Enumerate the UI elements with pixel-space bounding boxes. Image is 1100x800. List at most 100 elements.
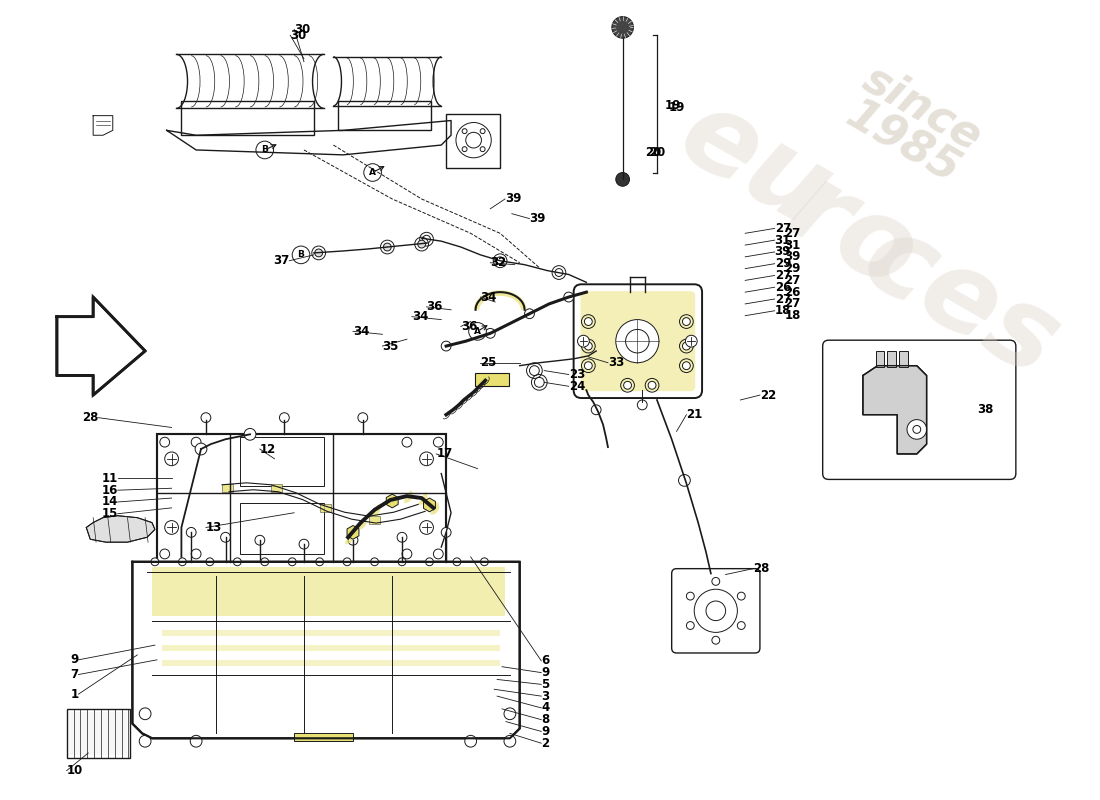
Text: 9: 9 xyxy=(541,666,550,679)
Polygon shape xyxy=(86,516,155,542)
Text: 25: 25 xyxy=(481,356,497,370)
Text: 23: 23 xyxy=(569,368,585,381)
Circle shape xyxy=(195,443,207,455)
Circle shape xyxy=(637,400,647,410)
Circle shape xyxy=(712,636,719,644)
Text: 26: 26 xyxy=(784,286,801,298)
Text: eu: eu xyxy=(661,80,849,250)
Bar xyxy=(294,734,353,742)
Text: B: B xyxy=(262,146,268,154)
Circle shape xyxy=(371,558,378,566)
Bar xyxy=(240,503,323,554)
Circle shape xyxy=(737,592,745,600)
Circle shape xyxy=(556,269,563,277)
Bar xyxy=(339,101,431,130)
Text: 36: 36 xyxy=(427,300,443,314)
Circle shape xyxy=(465,735,476,747)
Text: 17: 17 xyxy=(437,447,452,461)
Circle shape xyxy=(592,405,601,414)
Text: 30: 30 xyxy=(294,23,310,36)
Circle shape xyxy=(706,601,726,621)
Text: 24: 24 xyxy=(569,380,585,393)
Circle shape xyxy=(908,420,926,439)
Text: 27: 27 xyxy=(774,293,791,306)
Text: 2: 2 xyxy=(541,737,549,750)
Text: 19: 19 xyxy=(669,102,685,114)
Bar xyxy=(68,712,128,755)
Text: 31: 31 xyxy=(774,234,791,246)
Circle shape xyxy=(682,362,691,370)
Circle shape xyxy=(398,558,406,566)
Text: 10: 10 xyxy=(67,764,82,777)
Circle shape xyxy=(160,438,169,447)
Text: 26: 26 xyxy=(774,281,791,294)
Circle shape xyxy=(299,539,309,549)
Circle shape xyxy=(441,527,451,538)
Text: 14: 14 xyxy=(101,495,118,509)
Text: 11: 11 xyxy=(101,472,118,485)
Circle shape xyxy=(343,558,351,566)
Text: 38: 38 xyxy=(977,403,993,416)
Text: 27: 27 xyxy=(774,269,791,282)
Circle shape xyxy=(529,366,539,375)
Text: 27: 27 xyxy=(784,298,801,310)
Circle shape xyxy=(616,319,659,362)
Circle shape xyxy=(584,362,592,370)
Circle shape xyxy=(462,146,468,152)
Text: 28: 28 xyxy=(81,411,98,424)
Circle shape xyxy=(233,558,241,566)
Circle shape xyxy=(456,122,492,158)
Circle shape xyxy=(462,129,468,134)
Circle shape xyxy=(402,438,411,447)
Circle shape xyxy=(279,413,289,422)
Circle shape xyxy=(685,335,697,347)
Bar xyxy=(474,373,509,386)
Circle shape xyxy=(418,240,426,248)
Circle shape xyxy=(535,378,544,387)
Circle shape xyxy=(397,532,407,542)
Text: 22: 22 xyxy=(760,389,777,402)
Text: 34: 34 xyxy=(481,290,497,303)
Circle shape xyxy=(140,735,151,747)
Circle shape xyxy=(402,549,411,559)
Text: 20: 20 xyxy=(649,146,666,159)
Circle shape xyxy=(682,342,691,350)
Circle shape xyxy=(616,173,629,186)
Circle shape xyxy=(578,335,590,347)
Circle shape xyxy=(441,341,451,351)
Circle shape xyxy=(453,558,461,566)
Circle shape xyxy=(481,129,485,134)
Circle shape xyxy=(293,246,310,264)
Text: 18: 18 xyxy=(784,309,801,322)
Circle shape xyxy=(624,382,631,390)
Text: 27: 27 xyxy=(784,227,801,240)
Bar xyxy=(368,516,381,523)
Text: 36: 36 xyxy=(461,320,477,333)
Text: 39: 39 xyxy=(784,250,801,263)
Circle shape xyxy=(433,549,443,559)
Text: ces: ces xyxy=(845,204,1078,400)
Circle shape xyxy=(420,521,433,534)
Bar xyxy=(271,484,283,492)
Circle shape xyxy=(140,708,151,720)
Circle shape xyxy=(481,146,485,152)
Circle shape xyxy=(186,527,196,538)
Text: 28: 28 xyxy=(754,562,769,575)
Circle shape xyxy=(465,132,482,148)
Circle shape xyxy=(504,735,516,747)
Text: 37: 37 xyxy=(273,254,289,267)
FancyBboxPatch shape xyxy=(823,340,1015,479)
Circle shape xyxy=(178,558,186,566)
Text: B: B xyxy=(298,250,305,259)
Bar xyxy=(888,351,896,366)
Text: 30: 30 xyxy=(290,29,307,42)
Text: 31: 31 xyxy=(784,238,801,251)
Circle shape xyxy=(201,413,211,422)
Circle shape xyxy=(426,558,433,566)
Text: 6: 6 xyxy=(541,654,550,667)
Circle shape xyxy=(504,708,516,720)
Text: 29: 29 xyxy=(784,262,801,275)
Bar xyxy=(320,504,331,512)
Text: 32: 32 xyxy=(491,256,506,270)
Text: 9: 9 xyxy=(70,654,78,666)
